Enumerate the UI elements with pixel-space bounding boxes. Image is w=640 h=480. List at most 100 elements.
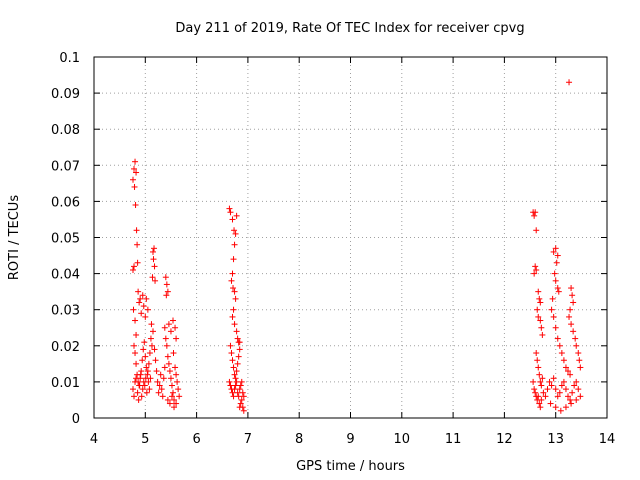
data-points xyxy=(129,79,584,414)
data-point xyxy=(148,342,155,349)
data-point xyxy=(542,393,549,400)
data-point xyxy=(535,364,542,371)
data-point xyxy=(577,364,584,371)
data-point xyxy=(552,404,559,411)
data-point xyxy=(532,209,539,216)
data-point xyxy=(174,378,181,385)
data-point xyxy=(149,248,156,255)
data-point xyxy=(137,295,144,302)
x-tick-label: 11 xyxy=(445,432,462,447)
data-point xyxy=(533,227,540,234)
data-point xyxy=(232,230,239,237)
data-point xyxy=(171,396,178,403)
data-point xyxy=(236,386,243,393)
data-point xyxy=(145,360,152,367)
x-tick-label: 5 xyxy=(141,432,149,447)
data-point xyxy=(143,389,150,396)
data-point xyxy=(234,360,241,367)
data-point xyxy=(230,285,237,292)
data-point xyxy=(139,357,146,364)
data-point xyxy=(539,331,546,338)
data-point xyxy=(132,378,139,385)
data-point xyxy=(565,368,572,375)
data-point xyxy=(544,386,551,393)
data-point xyxy=(556,342,563,349)
data-point xyxy=(535,393,542,400)
data-point xyxy=(173,371,180,378)
data-point xyxy=(165,321,172,328)
data-point xyxy=(573,396,580,403)
data-point xyxy=(560,357,567,364)
data-point xyxy=(558,350,565,357)
data-point xyxy=(567,306,574,313)
data-point xyxy=(568,321,575,328)
data-point xyxy=(539,375,546,382)
data-point xyxy=(133,360,140,367)
data-point xyxy=(138,393,145,400)
data-point xyxy=(226,378,233,385)
data-point xyxy=(152,277,159,284)
data-point xyxy=(233,378,240,385)
data-point xyxy=(537,404,544,411)
data-point xyxy=(132,158,139,165)
data-point xyxy=(229,216,236,223)
data-point xyxy=(173,400,180,407)
data-point xyxy=(129,176,136,183)
data-point xyxy=(161,324,168,331)
data-point xyxy=(159,393,166,400)
data-point xyxy=(536,295,543,302)
data-point xyxy=(572,335,579,342)
data-point xyxy=(551,270,558,277)
data-point xyxy=(537,317,544,324)
data-point xyxy=(552,386,559,393)
y-tick-label: 0.03 xyxy=(51,304,80,319)
data-point xyxy=(569,389,576,396)
data-point xyxy=(149,274,156,281)
data-point xyxy=(133,331,140,338)
data-point xyxy=(132,317,139,324)
data-point xyxy=(230,364,237,371)
data-point xyxy=(140,346,147,353)
data-point xyxy=(228,277,235,284)
data-point xyxy=(227,382,234,389)
data-point xyxy=(231,241,238,248)
data-point xyxy=(162,274,169,281)
data-point xyxy=(151,245,158,252)
data-point xyxy=(165,360,172,367)
data-point xyxy=(156,382,163,389)
data-point xyxy=(548,306,555,313)
data-point xyxy=(151,263,158,270)
data-point xyxy=(170,317,177,324)
data-point xyxy=(137,371,144,378)
data-point xyxy=(133,227,140,234)
data-point xyxy=(231,321,238,328)
data-point xyxy=(142,353,149,360)
data-point xyxy=(148,321,155,328)
data-point xyxy=(131,263,138,270)
data-point xyxy=(230,306,237,313)
data-point xyxy=(562,386,569,393)
data-point xyxy=(235,393,242,400)
data-point xyxy=(231,386,238,393)
data-point xyxy=(531,270,538,277)
data-point xyxy=(552,245,559,252)
data-point xyxy=(553,259,560,266)
data-point xyxy=(565,393,572,400)
data-point xyxy=(552,324,559,331)
data-point xyxy=(143,295,150,302)
data-point xyxy=(566,313,573,320)
data-point xyxy=(235,353,242,360)
data-point xyxy=(239,404,246,411)
data-point xyxy=(170,389,177,396)
data-point xyxy=(135,396,142,403)
y-tick-label: 0.01 xyxy=(51,376,80,391)
data-point xyxy=(238,378,245,385)
x-tick-label: 8 xyxy=(295,432,303,447)
data-point xyxy=(569,292,576,299)
data-point xyxy=(170,350,177,357)
data-point xyxy=(554,335,561,342)
data-point xyxy=(171,404,178,411)
data-point xyxy=(568,400,575,407)
data-point xyxy=(575,350,582,357)
